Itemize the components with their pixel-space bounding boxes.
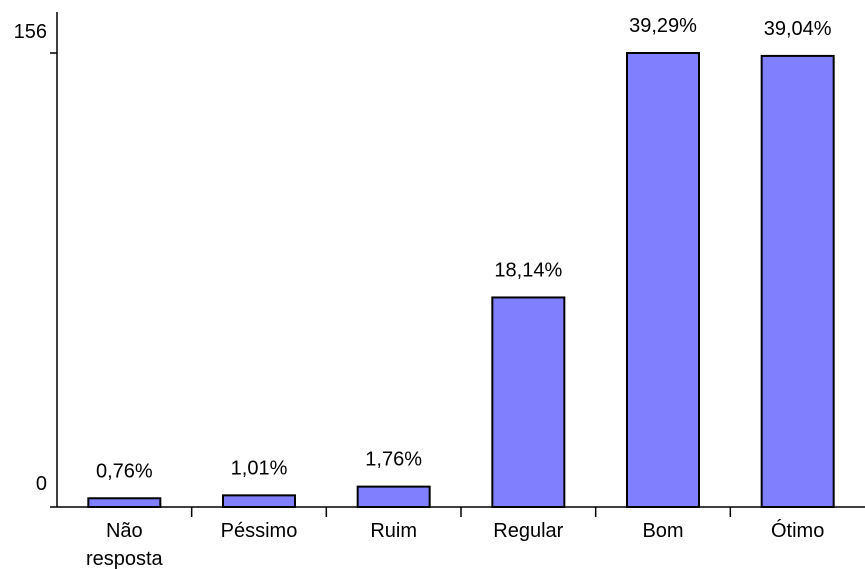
bar — [626, 52, 700, 508]
data-label: 1,76% — [365, 449, 422, 471]
x-tick-label: Péssimo — [221, 520, 298, 542]
data-label: 39,04% — [764, 18, 832, 40]
data-label: 0,76% — [96, 460, 153, 482]
category-labels-layer: Não resposta Péssimo Ruim Regular Bom Ótimo — [86, 519, 824, 569]
bar — [87, 497, 162, 508]
y-tick-label-zero: 0 — [36, 473, 47, 495]
bars-layer — [87, 52, 835, 509]
axes-layer: 156 0 — [14, 12, 865, 508]
x-tick-label: Regular — [493, 520, 563, 542]
data-label: 18,14% — [494, 259, 562, 281]
data-label: 1,01% — [231, 457, 288, 479]
x-tick-label: Não resposta — [86, 520, 164, 569]
bar — [356, 485, 431, 508]
data-labels-layer: 0,76% 1,01% 1,76% 18,14% 39,29% 39,04% — [96, 15, 832, 482]
x-ticks-layer — [190, 507, 732, 517]
y-tick-label-max: 156 — [14, 21, 47, 43]
x-tick-label: Ótimo — [771, 519, 824, 542]
data-label: 39,29% — [629, 15, 697, 37]
x-tick-label: Ruim — [370, 520, 417, 542]
x-tick-label: Bom — [642, 520, 683, 542]
bar — [222, 494, 296, 509]
bar — [760, 54, 835, 509]
bar — [491, 296, 566, 509]
